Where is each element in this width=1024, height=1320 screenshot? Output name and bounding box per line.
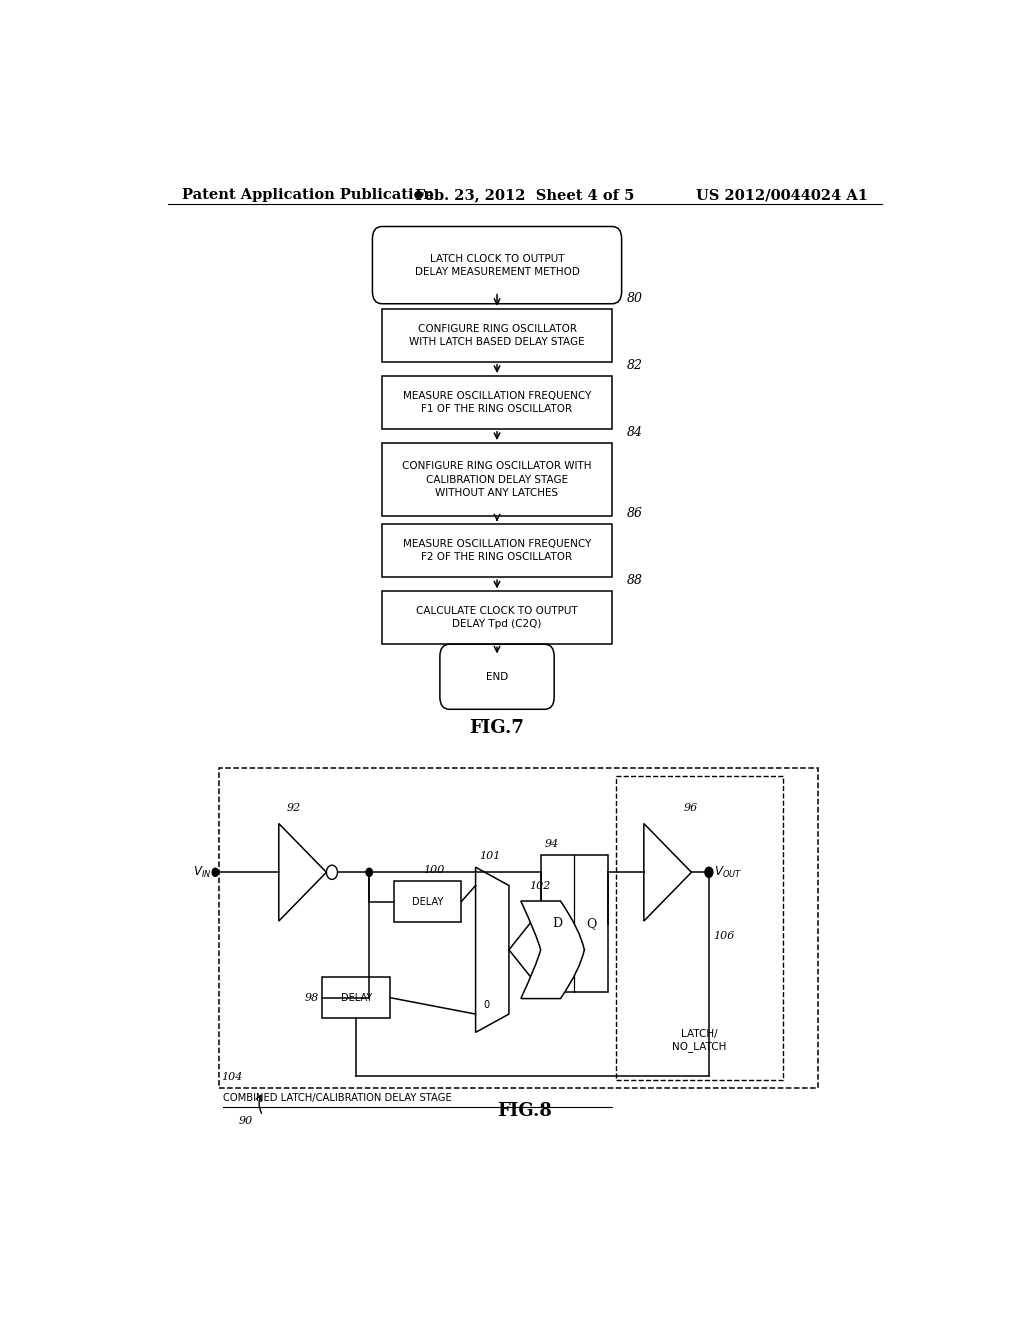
- Text: 96: 96: [684, 804, 697, 813]
- Text: 88: 88: [627, 574, 642, 587]
- Bar: [541, 855, 608, 993]
- Bar: [382, 591, 612, 644]
- Text: CONFIGURE RING OSCILLATOR WITH
CALIBRATION DELAY STAGE
WITHOUT ANY LATCHES: CONFIGURE RING OSCILLATOR WITH CALIBRATI…: [402, 462, 592, 498]
- Text: MEASURE OSCILLATION FREQUENCY
F1 OF THE RING OSCILLATOR: MEASURE OSCILLATION FREQUENCY F1 OF THE …: [402, 391, 591, 414]
- Text: LATCH/
NO_LATCH: LATCH/ NO_LATCH: [672, 1030, 727, 1052]
- Text: DELAY: DELAY: [412, 896, 443, 907]
- Bar: [382, 376, 612, 429]
- Text: 86: 86: [627, 507, 642, 520]
- Bar: [382, 309, 612, 362]
- Text: 82: 82: [627, 359, 642, 372]
- Text: $\mathit{V}_{IN}$: $\mathit{V}_{IN}$: [193, 865, 211, 880]
- Text: $\mathit{V}_{OUT}$: $\mathit{V}_{OUT}$: [715, 865, 742, 880]
- FancyBboxPatch shape: [373, 227, 622, 304]
- Text: 80: 80: [627, 292, 642, 305]
- Text: Patent Application Publication: Patent Application Publication: [182, 189, 434, 202]
- Text: FIG.7: FIG.7: [470, 718, 524, 737]
- Text: 0: 0: [483, 1001, 489, 1010]
- Text: FIG.8: FIG.8: [498, 1102, 552, 1119]
- Circle shape: [212, 869, 218, 876]
- Text: 104: 104: [221, 1072, 243, 1082]
- Text: 100: 100: [424, 865, 445, 875]
- PathPatch shape: [521, 902, 585, 999]
- Bar: [382, 524, 612, 577]
- Text: Q: Q: [586, 917, 596, 931]
- Text: D: D: [553, 917, 562, 931]
- FancyBboxPatch shape: [440, 644, 554, 709]
- Bar: [382, 444, 612, 516]
- Text: CONFIGURE RING OSCILLATOR
WITH LATCH BASED DELAY STAGE: CONFIGURE RING OSCILLATOR WITH LATCH BAS…: [410, 323, 585, 347]
- Text: 90: 90: [240, 1115, 253, 1126]
- Text: Feb. 23, 2012  Sheet 4 of 5: Feb. 23, 2012 Sheet 4 of 5: [415, 189, 635, 202]
- Text: COMBINED LATCH/CALIBRATION DELAY STAGE: COMBINED LATCH/CALIBRATION DELAY STAGE: [223, 1093, 452, 1104]
- Text: 94: 94: [545, 840, 559, 849]
- Text: 84: 84: [627, 426, 642, 440]
- Text: END: END: [486, 672, 508, 681]
- Bar: [616, 776, 782, 1080]
- Bar: [219, 768, 818, 1089]
- Bar: [394, 882, 462, 921]
- Text: 101: 101: [479, 851, 501, 861]
- Text: 102: 102: [528, 880, 550, 891]
- Text: 92: 92: [287, 804, 301, 813]
- Text: LATCH CLOCK TO OUTPUT
DELAY MEASUREMENT METHOD: LATCH CLOCK TO OUTPUT DELAY MEASUREMENT …: [415, 253, 580, 277]
- Text: DELAY: DELAY: [341, 993, 372, 1003]
- Text: 106: 106: [714, 931, 735, 941]
- Circle shape: [705, 867, 713, 878]
- Text: CALCULATE CLOCK TO OUTPUT
DELAY Tpd (C2Q): CALCULATE CLOCK TO OUTPUT DELAY Tpd (C2Q…: [416, 606, 578, 630]
- Circle shape: [367, 869, 373, 876]
- Bar: [323, 977, 390, 1018]
- Text: 98: 98: [304, 993, 318, 1003]
- Text: US 2012/0044024 A1: US 2012/0044024 A1: [695, 189, 867, 202]
- Text: MEASURE OSCILLATION FREQUENCY
F2 OF THE RING OSCILLATOR: MEASURE OSCILLATION FREQUENCY F2 OF THE …: [402, 539, 591, 562]
